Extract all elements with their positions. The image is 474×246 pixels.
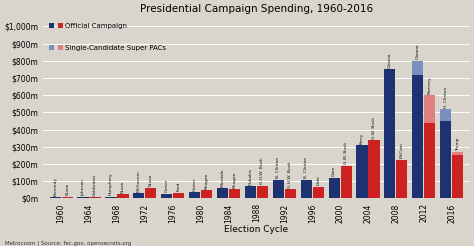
Legend: , Single-Candidate Super PACs: , Single-Candidate Super PACs xyxy=(46,43,168,53)
Text: B. Clinton: B. Clinton xyxy=(304,157,308,178)
Bar xyxy=(77,197,89,199)
Bar xyxy=(384,69,395,199)
Bar xyxy=(118,194,128,199)
Bar xyxy=(440,121,451,199)
Bar xyxy=(50,197,61,199)
Text: Johnson: Johnson xyxy=(81,179,85,196)
Text: Metrocosm | Source: fec.gov, opensecrets.org: Metrocosm | Source: fec.gov, opensecrets… xyxy=(5,241,131,246)
Bar xyxy=(340,166,352,199)
Text: Nixon: Nixon xyxy=(65,183,69,195)
Text: Mondale: Mondale xyxy=(220,169,225,187)
X-axis label: Election Cycle: Election Cycle xyxy=(224,225,289,234)
Bar xyxy=(328,178,340,199)
Title: Presidential Campaign Spending, 1960-2016: Presidential Campaign Spending, 1960-201… xyxy=(140,4,373,14)
Bar xyxy=(273,180,284,199)
Bar xyxy=(452,155,463,199)
Text: Nixon: Nixon xyxy=(149,174,153,186)
Text: Trump: Trump xyxy=(456,137,460,151)
Text: Kennedy: Kennedy xyxy=(53,177,57,196)
Bar xyxy=(368,140,380,199)
Text: Dukakis: Dukakis xyxy=(248,168,253,185)
Text: Obama: Obama xyxy=(416,44,420,59)
Text: Carter: Carter xyxy=(192,177,197,190)
Bar xyxy=(452,152,463,155)
Bar xyxy=(285,189,296,199)
Bar xyxy=(313,187,324,199)
Bar xyxy=(189,192,200,199)
Text: Kerry: Kerry xyxy=(360,132,364,144)
Text: McGovern: McGovern xyxy=(137,170,141,192)
Bar xyxy=(424,123,436,199)
Text: Ford: Ford xyxy=(177,182,181,191)
Bar xyxy=(257,186,268,199)
Bar xyxy=(301,180,312,199)
Bar xyxy=(90,197,100,199)
Text: Humphrey: Humphrey xyxy=(109,172,113,195)
Bar xyxy=(229,189,240,199)
Bar xyxy=(161,194,173,199)
Bar xyxy=(440,109,451,121)
Bar xyxy=(217,188,228,199)
Text: G.W. Bush: G.W. Bush xyxy=(344,142,348,164)
Bar xyxy=(173,193,184,199)
Text: G.H.W. Bush: G.H.W. Bush xyxy=(288,161,292,188)
Text: Reagan: Reagan xyxy=(205,172,209,189)
Bar xyxy=(245,186,256,199)
Bar xyxy=(396,160,408,199)
Text: B. Clinton: B. Clinton xyxy=(276,157,280,178)
Text: McCain: McCain xyxy=(400,143,404,158)
Text: Gore: Gore xyxy=(332,166,336,176)
Bar xyxy=(133,193,145,199)
Text: H. Clinton: H. Clinton xyxy=(444,86,448,108)
Text: Carter: Carter xyxy=(165,179,169,192)
Bar xyxy=(356,145,368,199)
Text: G.H.W. Bush: G.H.W. Bush xyxy=(260,158,264,184)
Text: Obama: Obama xyxy=(388,52,392,68)
Bar xyxy=(201,190,212,199)
Bar xyxy=(424,95,436,123)
Bar xyxy=(105,197,117,199)
Text: Romney: Romney xyxy=(428,76,432,94)
Bar xyxy=(62,197,73,199)
Text: Goldwater: Goldwater xyxy=(93,173,97,196)
Bar xyxy=(145,188,156,199)
Bar xyxy=(412,75,423,199)
Bar xyxy=(412,61,423,75)
Text: Nixon: Nixon xyxy=(121,181,125,193)
Text: Reagan: Reagan xyxy=(233,171,237,188)
Text: Dole: Dole xyxy=(316,175,320,185)
Text: G.W. Bush: G.W. Bush xyxy=(372,116,376,138)
